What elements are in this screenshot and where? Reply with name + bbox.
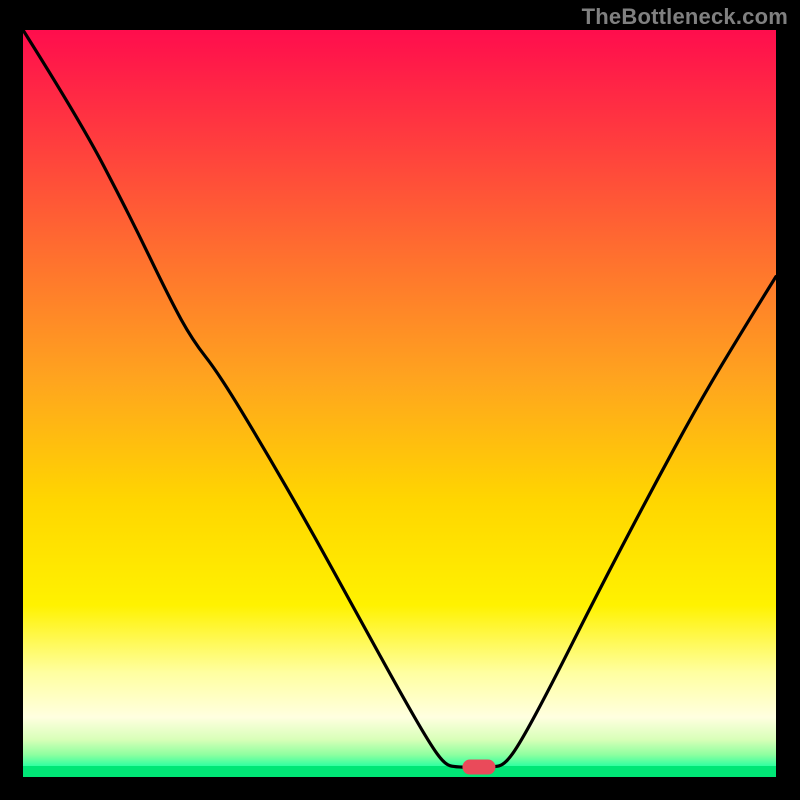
attribution-label: TheBottleneck.com — [582, 4, 788, 30]
chart-frame: TheBottleneck.com — [0, 0, 800, 800]
optimum-marker — [462, 760, 495, 775]
curve-svg — [23, 30, 776, 777]
plot-area — [23, 30, 776, 777]
bottleneck-curve — [23, 30, 776, 767]
